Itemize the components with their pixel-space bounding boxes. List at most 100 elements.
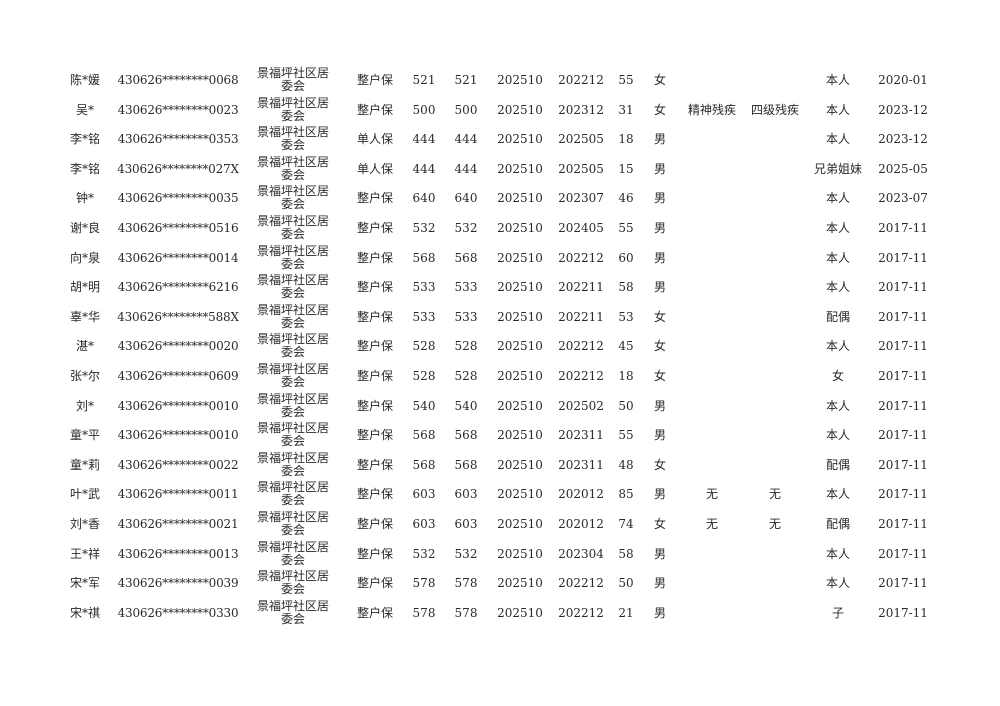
amount-cell: 640 <box>412 191 436 206</box>
amount-cell: 568 <box>412 457 436 472</box>
age-cell: 21 <box>618 605 634 620</box>
gender-cell: 女 <box>653 102 667 117</box>
date-cell: 2017-11 <box>878 487 928 502</box>
date-cell: 2023-12 <box>878 132 928 147</box>
guarantee-type-cell: 整户保 <box>356 576 394 591</box>
relation-cell: 本人 <box>825 546 851 561</box>
relation-cell: 子 <box>831 605 845 620</box>
age-cell: 50 <box>618 398 634 413</box>
name-cell: 钟* <box>75 191 95 206</box>
date-cell: 2017-11 <box>878 605 928 620</box>
name-cell: 童*平 <box>69 428 101 443</box>
id-number-cell: 430626********588X <box>117 309 239 324</box>
date-cell: 2017-11 <box>878 250 928 265</box>
amount-cell: 500 <box>412 102 436 117</box>
relation-cell: 本人 <box>825 250 851 265</box>
relation-cell: 配偶 <box>825 457 851 472</box>
end-month-cell: 202212 <box>558 73 604 87</box>
amount-cell: 533 <box>412 309 436 324</box>
relation-cell: 本人 <box>825 221 851 235</box>
name-cell: 辜*华 <box>69 309 101 324</box>
id-number-cell: 430626********027X <box>117 161 239 176</box>
relation-cell: 本人 <box>825 576 851 591</box>
id-number-cell: 430626********0014 <box>117 250 239 265</box>
relation-cell: 女 <box>831 369 845 383</box>
amount-2-cell: 528 <box>454 369 478 383</box>
date-cell: 2017-11 <box>878 546 928 561</box>
gender-cell: 女 <box>653 517 667 531</box>
date-cell: 2017-11 <box>878 280 928 295</box>
start-month-cell: 202510 <box>497 487 543 502</box>
date-cell: 2023-12 <box>878 102 928 117</box>
amount-2-cell: 521 <box>454 73 478 87</box>
gender-cell: 男 <box>653 546 667 561</box>
gender-cell: 男 <box>653 161 667 176</box>
gender-cell: 男 <box>653 191 667 206</box>
start-month-cell: 202510 <box>497 546 543 561</box>
gender-cell: 男 <box>653 487 667 502</box>
name-cell: 李*铭 <box>69 161 101 176</box>
name-cell: 向*泉 <box>69 250 101 265</box>
start-month-cell: 202510 <box>497 250 543 265</box>
gender-cell: 男 <box>653 280 667 295</box>
start-month-cell: 202510 <box>497 398 543 413</box>
start-month-cell: 202510 <box>497 517 543 531</box>
amount-2-cell: 444 <box>454 161 478 176</box>
age-cell: 58 <box>618 546 634 561</box>
guarantee-type-cell: 整户保 <box>356 398 394 413</box>
amount-2-cell: 578 <box>454 576 478 591</box>
guarantee-type-cell: 单人保 <box>356 161 394 176</box>
start-month-cell: 202510 <box>497 73 543 87</box>
age-cell: 46 <box>618 191 634 206</box>
amount-cell: 568 <box>412 250 436 265</box>
id-number-cell: 430626********0039 <box>117 576 239 591</box>
guarantee-type-cell: 整户保 <box>356 102 394 117</box>
organization-cell: 景福坪社区居 委会 <box>256 450 330 478</box>
date-cell: 2023-07 <box>878 191 928 206</box>
table-row: 吴* 430626********0023 景福坪社区居 委会 整户保 500 500 202… <box>0 96 1000 125</box>
organization-cell: 景福坪社区居 委会 <box>256 243 330 271</box>
age-cell: 55 <box>618 428 634 443</box>
organization-cell: 景福坪社区居 委会 <box>256 391 330 419</box>
table-row: 向*泉 430626********0014 景福坪社区居 委会 整户保 568 568 20… <box>0 244 1000 273</box>
amount-cell: 603 <box>412 517 436 531</box>
age-cell: 55 <box>618 73 634 87</box>
name-cell: 叶*武 <box>69 487 101 502</box>
organization-cell: 景福坪社区居 委会 <box>256 95 330 123</box>
guarantee-type-cell: 整户保 <box>356 309 394 324</box>
gender-cell: 男 <box>653 398 667 413</box>
date-cell: 2017-11 <box>878 339 928 354</box>
amount-2-cell: 603 <box>454 487 478 502</box>
table-row: 叶*武 430626********0011 景福坪社区居 委会 整户保 603 603 20… <box>0 480 1000 509</box>
relation-cell: 配偶 <box>825 517 851 531</box>
name-cell: 宋*祺 <box>69 605 101 620</box>
age-cell: 60 <box>618 250 634 265</box>
name-cell: 刘*香 <box>69 517 101 531</box>
organization-cell: 景福坪社区居 委会 <box>256 569 330 597</box>
start-month-cell: 202510 <box>497 102 543 117</box>
end-month-cell: 202212 <box>558 369 604 383</box>
relation-cell: 本人 <box>825 428 851 443</box>
date-cell: 2017-11 <box>878 517 928 531</box>
organization-cell: 景福坪社区居 委会 <box>256 480 330 508</box>
name-cell: 王*祥 <box>69 546 101 561</box>
gender-cell: 男 <box>653 250 667 265</box>
relation-cell: 本人 <box>825 398 851 413</box>
date-cell: 2017-11 <box>878 398 928 413</box>
guarantee-type-cell: 整户保 <box>356 250 394 265</box>
id-number-cell: 430626********0609 <box>117 369 239 383</box>
organization-cell: 景福坪社区居 委会 <box>256 184 330 212</box>
id-number-cell: 430626********0013 <box>117 546 239 561</box>
table-row: 湛* 430626********0020 景福坪社区居 委会 整户保 528 528 202… <box>0 332 1000 361</box>
end-month-cell: 202212 <box>558 605 604 620</box>
guarantee-type-cell: 整户保 <box>356 280 394 295</box>
name-cell: 宋*军 <box>69 576 101 591</box>
id-number-cell: 430626********0035 <box>117 191 239 206</box>
age-cell: 58 <box>618 280 634 295</box>
gender-cell: 男 <box>653 605 667 620</box>
organization-cell: 景福坪社区居 委会 <box>256 421 330 449</box>
relation-cell: 本人 <box>825 280 851 295</box>
disability-type-cell: 无 <box>705 487 719 502</box>
end-month-cell: 202505 <box>558 161 604 176</box>
start-month-cell: 202510 <box>497 605 543 620</box>
